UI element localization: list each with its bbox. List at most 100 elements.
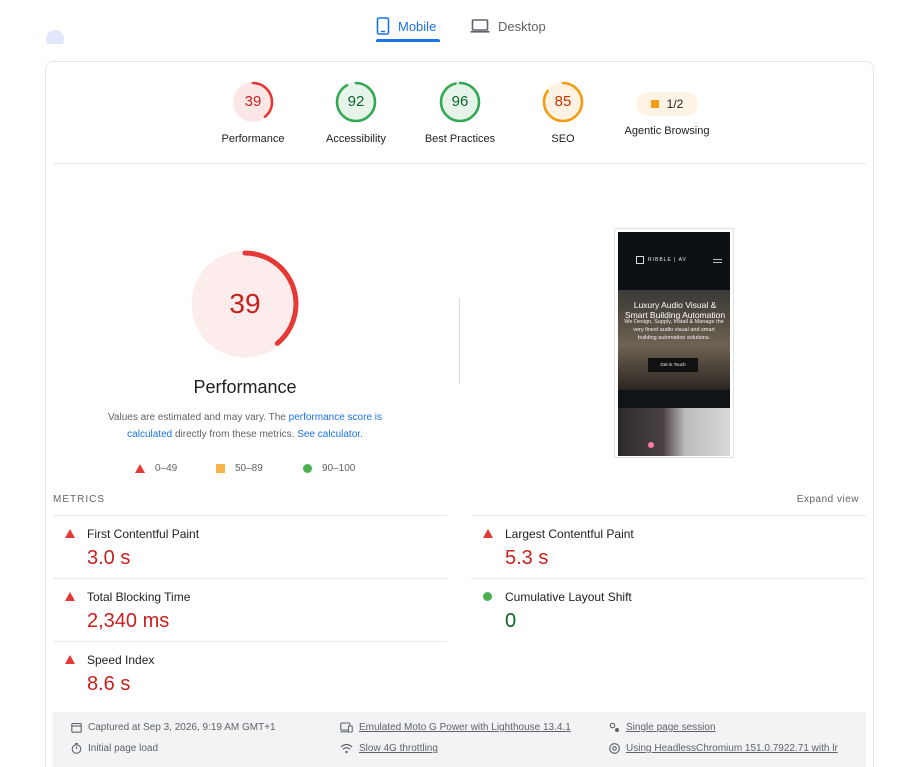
thumb-subtext: We Design, Supply, Install & Manage the … [624,319,724,341]
gauge-label: Accessibility [326,133,386,145]
device-text: Emulated Moto G Power with Lighthouse 13… [359,722,571,733]
metric-largest-contentful-paint: Largest Contentful Paint 5.3 s [471,517,831,577]
divider [53,641,447,642]
metric-name: Speed Index [87,653,155,667]
gauge-label: Best Practices [424,133,496,145]
performance-score: 39 [229,288,261,319]
performance-arc [191,250,299,358]
tab-desktop-label: Desktop [498,18,546,34]
divider [53,578,447,579]
device-info[interactable]: Emulated Moto G Power with Lighthouse 13… [340,722,571,733]
gauge-ring [335,81,377,123]
session-info[interactable]: Single page session [609,722,716,733]
legend-pass: 90–100 [303,460,355,476]
initial-load: Initial page load [71,743,158,754]
thumb-cta: Get in Touch [648,358,698,372]
gauge-fill [543,82,583,122]
page-screenshot-thumbnail[interactable]: RIBBLE | AV Luxury Audio Visual & Smart … [614,228,734,458]
gauge-arc [232,81,274,123]
legend-average: 50–89 [216,460,263,476]
calendar-icon [71,722,82,733]
active-tab-indicator [376,39,440,42]
gauge-score: 85 [554,93,572,110]
phone-icon [376,17,390,35]
metric-first-contentful-paint: First Contentful Paint 3.0 s [53,517,413,577]
agentic-score: 1/2 [666,97,684,111]
average-square-icon [216,463,225,473]
gauge-score: 39 [244,93,262,110]
metric-total-blocking-time: Total Blocking Time 2,340 ms [53,580,413,640]
metrics-title: METRICS [53,494,105,505]
metric-name: First Contentful Paint [87,527,200,541]
desc-text: Values are estimated and may vary. The [107,412,289,423]
thumb-lower-image [618,408,730,456]
metric-value: 8.6 s [87,673,131,695]
gauge-ring [439,81,481,123]
wifi-icon [340,743,353,754]
gauge-arc [439,81,481,123]
vertical-divider [459,298,460,384]
fail-triangle-icon [65,529,75,538]
fail-triangle-icon [65,655,75,664]
gauge-ring [542,81,584,123]
see-calculator-link[interactable]: See calculator. [297,429,363,440]
tab-desktop[interactable]: Desktop [470,10,546,42]
divider [471,578,866,579]
throttling-text: Slow 4G throttling [359,743,438,754]
browser-text: Using HeadlessChromium 151.0.7922.71 wit… [626,743,838,754]
gauge-fill [440,82,480,122]
metric-cumulative-layout-shift: Cumulative Layout Shift 0 [471,580,831,640]
laptop-icon [470,19,490,33]
session-icon [609,722,619,732]
metric-value: 3.0 s [87,547,131,569]
gauge-performance[interactable]: 39 Performance [198,80,308,145]
gauge-best-practices[interactable]: 96 Best Practices [405,80,515,145]
divider [471,515,866,516]
device-tabs: Mobile Desktop [0,0,900,46]
performance-score-link[interactable]: performance score is calculated [127,412,383,440]
runtime-settings: Captured at Sep 3, 2026, 9:19 AM GMT+1 E… [53,712,866,767]
throttling-info[interactable]: Slow 4G throttling [340,743,438,754]
metric-value: 0 [505,610,517,632]
legend-fail: 0–49 [135,460,177,476]
performance-description: Values are estimated and may vary. The p… [85,409,405,443]
gauge-seo[interactable]: 85 SEO [508,80,618,145]
pass-circle-icon [483,592,492,601]
fail-triangle-icon [135,463,145,473]
captured-at: Captured at Sep 3, 2026, 9:19 AM GMT+1 [71,722,276,733]
metric-value: 2,340 ms [87,610,170,632]
gauge-score: 92 [347,93,365,110]
metric-value: 5.3 s [505,547,549,569]
thumb-logo: RIBBLE | AV [636,256,687,264]
tab-mobile-label: Mobile [398,18,437,34]
desc-text: directly from these metrics. [172,429,298,440]
gauge-arc [542,81,584,123]
brand-logo-icon [636,256,644,264]
legend-fail-label: 0–49 [155,462,178,474]
expand-view-button[interactable]: Expand view [796,494,859,505]
agentic-badge: 1/2 [636,92,698,116]
site-favicon-icon [46,30,64,44]
metric-name: Cumulative Layout Shift [505,590,632,604]
fail-triangle-icon [483,529,493,538]
performance-big-gauge [191,250,299,358]
metric-speed-index: Speed Index 8.6 s [53,643,413,703]
thumb-brand: RIBBLE | AV [648,257,687,263]
devices-icon [340,722,353,733]
metric-name: Largest Contentful Paint [505,527,634,541]
pass-circle-icon [303,463,312,473]
gauge-accessibility[interactable]: 92 Accessibility [301,80,411,145]
hamburger-menu-icon [713,259,722,263]
tab-mobile[interactable]: Mobile [376,10,436,42]
timer-icon [71,743,82,754]
gauge-arc [335,81,377,123]
thumb-light-dot [648,442,654,448]
gauge-label: Agentic Browsing [624,125,710,137]
gauge-ring [232,81,274,123]
gauge-label: SEO [551,133,575,145]
captured-text: Captured at Sep 3, 2026, 9:19 AM GMT+1 [88,722,276,733]
divider [53,163,866,164]
browser-info[interactable]: Using HeadlessChromium 151.0.7922.71 wit… [609,743,838,754]
divider [53,515,447,516]
gauge-agentic-browsing[interactable]: 1/2 Agentic Browsing [612,80,722,137]
